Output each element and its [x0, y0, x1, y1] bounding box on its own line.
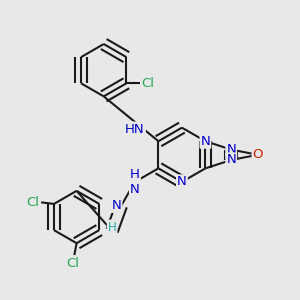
- Text: O: O: [253, 148, 263, 161]
- Text: Cl: Cl: [66, 257, 79, 270]
- Text: N: N: [112, 199, 122, 212]
- Text: HN: HN: [125, 122, 145, 136]
- Text: N: N: [226, 154, 236, 166]
- Text: N: N: [200, 135, 210, 148]
- Text: N: N: [177, 176, 187, 188]
- Text: H
N: H N: [130, 168, 140, 196]
- Text: Cl: Cl: [26, 196, 39, 209]
- Text: N: N: [226, 143, 236, 156]
- Text: H: H: [108, 220, 116, 234]
- Text: Cl: Cl: [142, 77, 154, 90]
